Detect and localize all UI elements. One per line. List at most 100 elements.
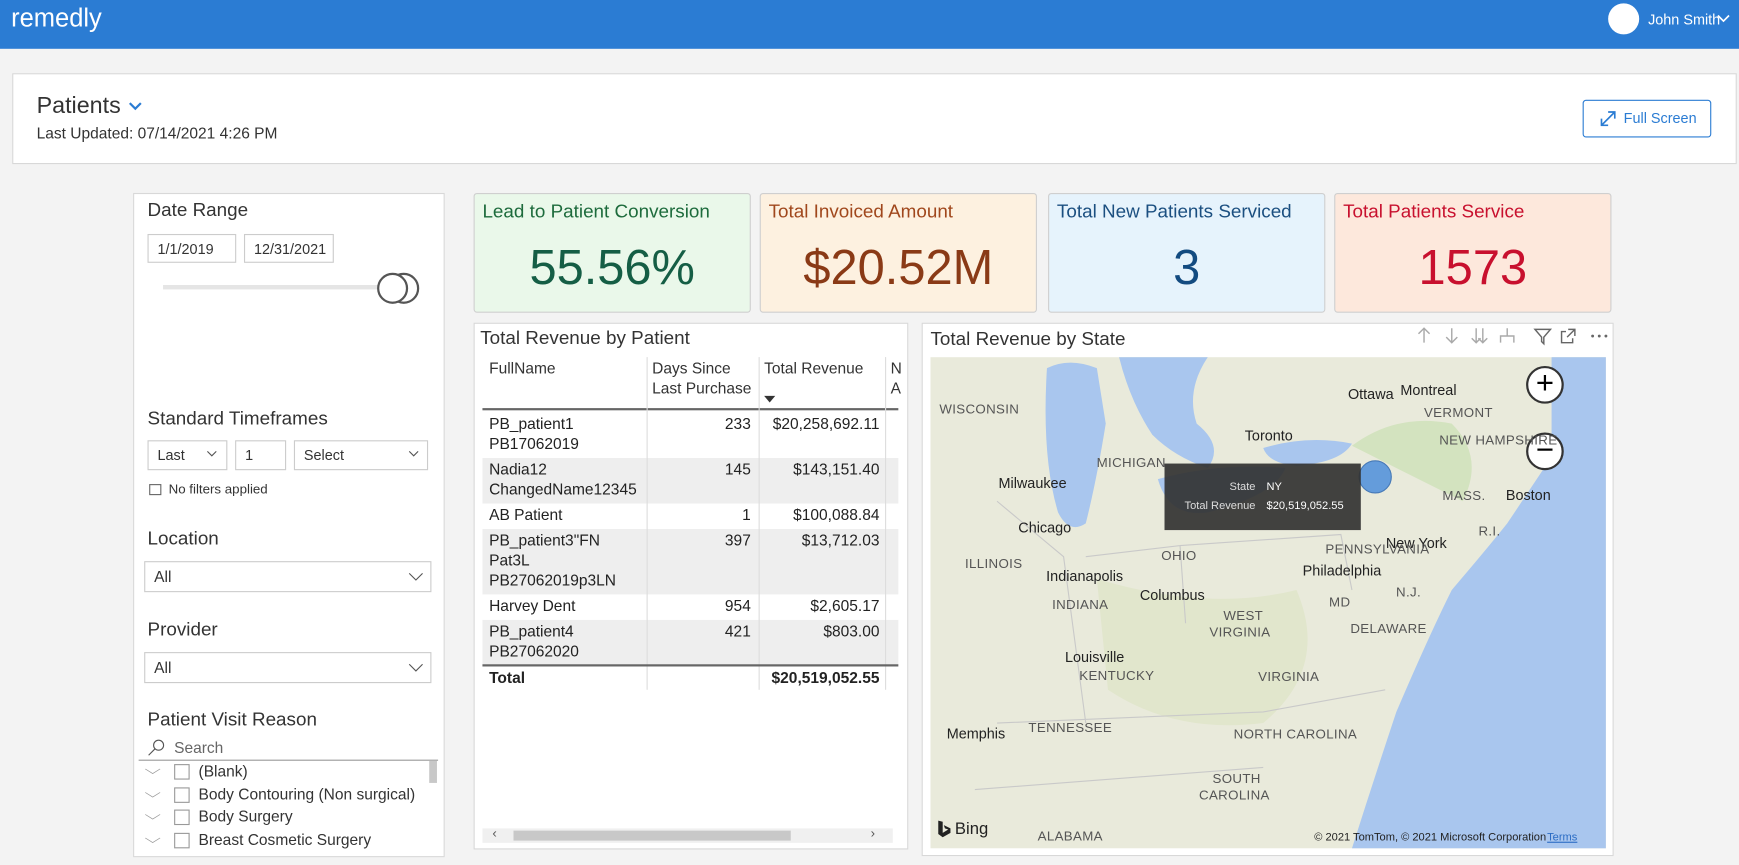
sort-indicator bbox=[764, 395, 776, 403]
map-label: Philadelphia bbox=[1302, 562, 1382, 579]
cell-revenue: $143,151.40 bbox=[793, 460, 880, 478]
top-bar bbox=[0, 0, 1739, 49]
h-scroll-thumb[interactable] bbox=[513, 830, 791, 841]
cell-revenue: $20,258,692.11 bbox=[772, 414, 880, 433]
zoom-out[interactable]: − bbox=[1526, 432, 1564, 471]
full-screen-label[interactable]: Full Screen bbox=[1623, 109, 1697, 127]
map-label: Montreal bbox=[1400, 381, 1457, 399]
scroll-left[interactable]: ‹ bbox=[492, 825, 497, 841]
tooltip-revenue-label: Total Revenue bbox=[1184, 500, 1256, 513]
search-input[interactable]: Search bbox=[174, 738, 224, 757]
map[interactable] bbox=[930, 357, 1606, 849]
total-label: Total bbox=[489, 668, 526, 687]
ocean bbox=[1351, 357, 1606, 849]
ny-bubble[interactable] bbox=[1358, 460, 1392, 494]
zoom-in[interactable]: + bbox=[1526, 365, 1564, 404]
reason-chevron[interactable]: ⌵ bbox=[144, 807, 161, 823]
logo[interactable]: remedly bbox=[11, 3, 102, 33]
search-underline bbox=[138, 759, 439, 761]
map-label: NORTH CAROLINA bbox=[1233, 726, 1358, 742]
map-label: Toronto bbox=[1244, 426, 1293, 444]
kpi-card: Total Invoiced Amount $20.52M bbox=[759, 192, 1037, 313]
list-scrollbar[interactable] bbox=[429, 760, 437, 783]
chevron bbox=[408, 663, 423, 672]
map-label: Chicago bbox=[1018, 518, 1072, 536]
kpi-title: Lead to Patient Conversion bbox=[482, 200, 710, 222]
column-header[interactable]: Total Revenue bbox=[764, 359, 864, 378]
map-label: Boston bbox=[1505, 486, 1551, 504]
map-terms[interactable]: Terms bbox=[1547, 831, 1578, 844]
map-label: Memphis bbox=[946, 725, 1006, 742]
reason-label[interactable]: Body Surgery bbox=[198, 807, 293, 826]
page-title[interactable]: Patients bbox=[36, 93, 121, 119]
timeframe-unit[interactable]: Select bbox=[293, 440, 429, 471]
reason-checkbox[interactable] bbox=[174, 832, 190, 849]
location-dropdown[interactable]: All bbox=[144, 561, 432, 593]
map-label: Louisville bbox=[1064, 648, 1125, 666]
column-header[interactable]: Last Purchase bbox=[652, 379, 752, 398]
provider-dropdown[interactable]: All bbox=[144, 652, 432, 684]
reason-chevron[interactable]: ⌵ bbox=[144, 785, 161, 801]
total-value: $20,519,052.55 bbox=[771, 668, 880, 687]
search-icon bbox=[148, 739, 165, 756]
reason-checkbox[interactable] bbox=[174, 809, 190, 826]
map-label: KENTUCKY bbox=[1079, 667, 1155, 684]
reason-checkbox[interactable] bbox=[174, 787, 190, 803]
reason-chevron[interactable]: ⌵ bbox=[144, 761, 161, 778]
cell-days: 421 bbox=[724, 622, 751, 640]
reason-checkbox[interactable] bbox=[174, 764, 190, 780]
reason-label[interactable]: Body Contouring (Non surgical) bbox=[198, 785, 416, 803]
timeframe-count[interactable]: 1 bbox=[235, 440, 287, 471]
reason-label[interactable]: Breast Cosmetic Surgery bbox=[198, 830, 372, 849]
map-label: New York bbox=[1385, 534, 1447, 552]
map-label: CAROLINA bbox=[1199, 787, 1270, 803]
visit-reason-title: Patient Visit Reason bbox=[147, 708, 317, 730]
cell-name: Nadia12 bbox=[489, 460, 547, 478]
cell-name: PB_patient4 bbox=[489, 622, 574, 640]
map-label: Indianapolis bbox=[1046, 567, 1124, 585]
tooltip-state-label: State bbox=[1229, 481, 1256, 494]
column-divider bbox=[758, 357, 760, 690]
cell-revenue: $803.00 bbox=[823, 622, 880, 640]
column-header[interactable]: N bbox=[890, 359, 902, 378]
end-date[interactable]: 12/31/2021 bbox=[243, 233, 334, 263]
cell-days: 954 bbox=[724, 596, 751, 615]
user-chevron[interactable] bbox=[1717, 13, 1730, 24]
borders bbox=[974, 500, 1386, 791]
kpi-value: 3 bbox=[1173, 240, 1201, 295]
last-updated: Last Updated: 07/14/2021 4:26 PM bbox=[36, 124, 278, 142]
avatar[interactable] bbox=[1608, 3, 1640, 35]
timeframe-mode[interactable]: Last bbox=[147, 440, 228, 471]
lake-ontario bbox=[1263, 440, 1352, 466]
map-label: ALABAMA bbox=[1037, 828, 1103, 844]
column-header[interactable]: FullName bbox=[489, 359, 556, 378]
scroll-right[interactable]: › bbox=[870, 825, 876, 841]
tooltip-state: NY bbox=[1266, 481, 1282, 494]
reason-chevron[interactable]: ⌵ bbox=[144, 830, 161, 847]
reason-label[interactable]: (Blank) bbox=[198, 761, 248, 780]
map-label: WEST bbox=[1223, 607, 1264, 624]
cell-days: 397 bbox=[724, 531, 751, 549]
cell-name: PB27062019p3LN bbox=[489, 571, 617, 589]
terrain bbox=[1096, 578, 1308, 726]
map-label: SOUTH bbox=[1212, 770, 1261, 787]
user-name[interactable]: John Smith bbox=[1648, 11, 1721, 28]
cell-name: PB27062020 bbox=[489, 642, 579, 660]
map-label: VERMONT bbox=[1423, 404, 1493, 421]
title-chevron[interactable] bbox=[128, 101, 142, 112]
header-line bbox=[482, 408, 899, 411]
kpi-card: Total Patients Service 1573 bbox=[1334, 192, 1612, 313]
map-label: PENNSYLVANIA bbox=[1325, 541, 1430, 557]
slider-handle[interactable] bbox=[377, 272, 409, 304]
column-header[interactable]: A bbox=[890, 379, 901, 398]
provider-title: Provider bbox=[147, 618, 218, 640]
full-screen-button[interactable]: Full Screen bbox=[1582, 99, 1712, 138]
forest bbox=[1351, 420, 1472, 502]
kpi-card: Total New Patients Serviced 3 bbox=[1048, 192, 1326, 313]
kpi-title: Total New Patients Serviced bbox=[1056, 200, 1292, 222]
visual-toolbar[interactable] bbox=[1414, 326, 1608, 346]
column-header[interactable]: Days Since bbox=[652, 359, 731, 378]
start-date[interactable]: 1/1/2019 bbox=[147, 233, 237, 263]
bing-brand: Bing bbox=[954, 819, 989, 839]
